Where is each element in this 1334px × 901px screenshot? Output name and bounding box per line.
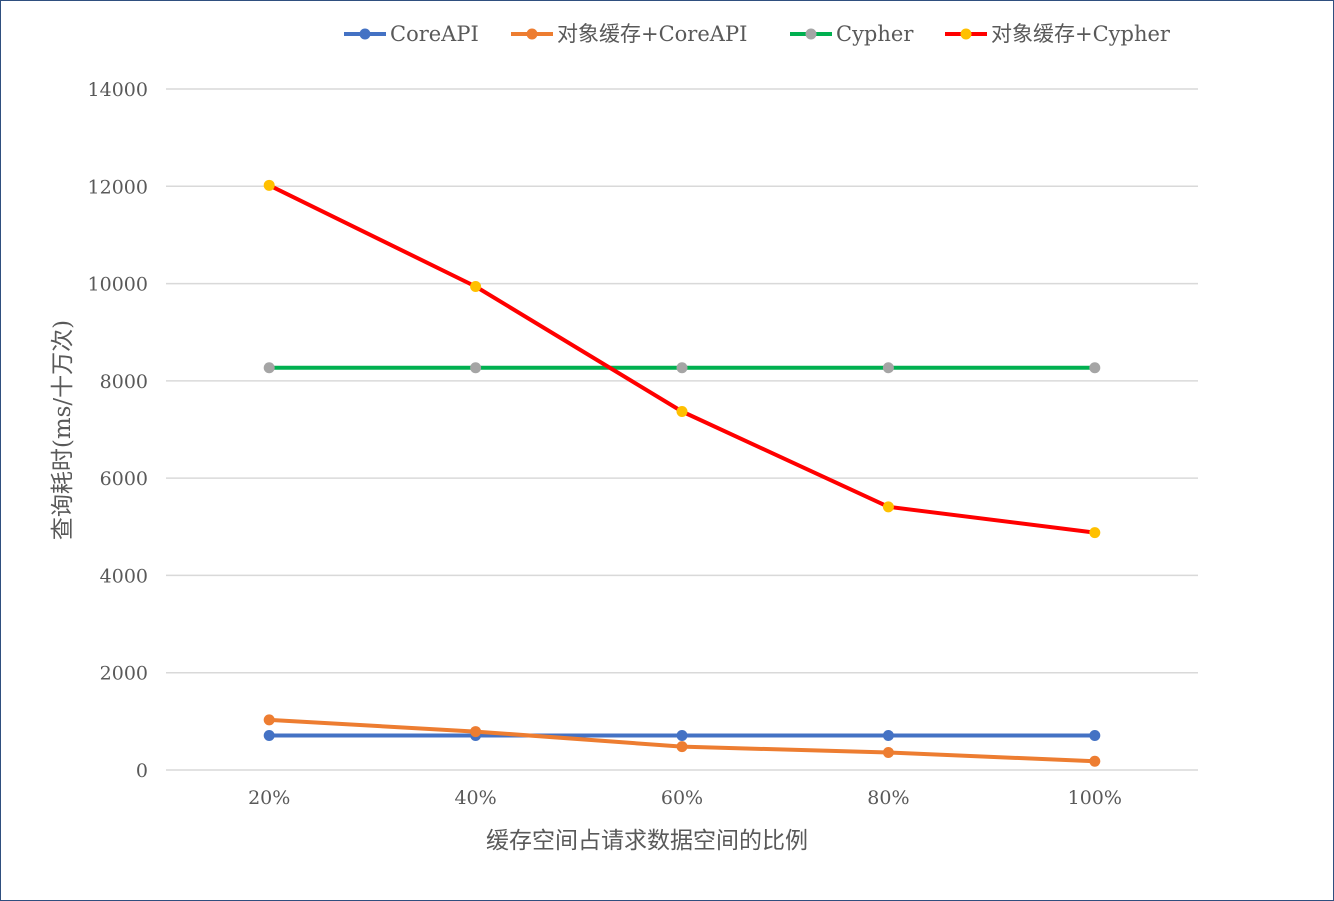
data-point — [676, 406, 688, 418]
gridlines — [166, 88, 1198, 771]
legend-marker — [960, 28, 972, 40]
legend-marker — [359, 28, 371, 40]
data-point — [676, 362, 688, 374]
data-point — [676, 729, 688, 741]
legend-label: Cypher — [836, 22, 914, 46]
x-tick-label: 80% — [867, 787, 909, 809]
data-point — [676, 741, 688, 753]
x-tick-label: 40% — [454, 787, 496, 809]
y-tick-label: 8000 — [100, 371, 148, 393]
y-tick-labels: 0 2000 4000 6000 8000 10000 12000 14000 — [88, 79, 148, 782]
y-tick-label: 4000 — [100, 565, 148, 587]
legend-marker — [805, 28, 817, 40]
legend-label: CoreAPI — [390, 22, 479, 46]
data-point — [882, 501, 894, 513]
data-point — [882, 362, 894, 374]
y-axis-title: 查询耗时(ms/十万次) — [50, 320, 76, 540]
data-point — [1089, 729, 1101, 741]
legend-marker — [526, 28, 538, 40]
data-point — [882, 746, 894, 758]
data-point — [1089, 755, 1101, 767]
series-lines — [267, 183, 1097, 764]
x-tick-labels: 20% 40% 60% 80% 100% — [248, 787, 1122, 809]
data-point — [263, 362, 275, 374]
y-tick-label: 12000 — [88, 176, 148, 198]
data-point — [882, 729, 894, 741]
legend-label: 对象缓存+CoreAPI — [557, 22, 747, 46]
y-tick-label: 0 — [136, 760, 148, 782]
data-point — [263, 179, 275, 191]
data-point — [1089, 362, 1101, 374]
legend-label: 对象缓存+Cypher — [991, 22, 1171, 46]
data-point — [1089, 527, 1101, 539]
series-markers — [263, 179, 1101, 767]
y-tick-label: 14000 — [88, 79, 148, 101]
series-line — [267, 183, 1097, 535]
data-point — [263, 729, 275, 741]
y-tick-label: 6000 — [100, 468, 148, 490]
data-point — [470, 280, 482, 292]
x-axis-title: 缓存空间占请求数据空间的比例 — [486, 828, 808, 854]
data-point — [470, 726, 482, 738]
x-tick-label: 100% — [1068, 787, 1122, 809]
data-point — [470, 362, 482, 374]
y-tick-label: 2000 — [100, 663, 148, 685]
x-tick-label: 20% — [248, 787, 290, 809]
legend: CoreAPI 对象缓存+CoreAPI Cypher 对象缓存+Cypher — [344, 22, 1171, 46]
data-point — [263, 714, 275, 726]
x-tick-label: 60% — [661, 787, 703, 809]
y-tick-label: 10000 — [88, 274, 148, 296]
